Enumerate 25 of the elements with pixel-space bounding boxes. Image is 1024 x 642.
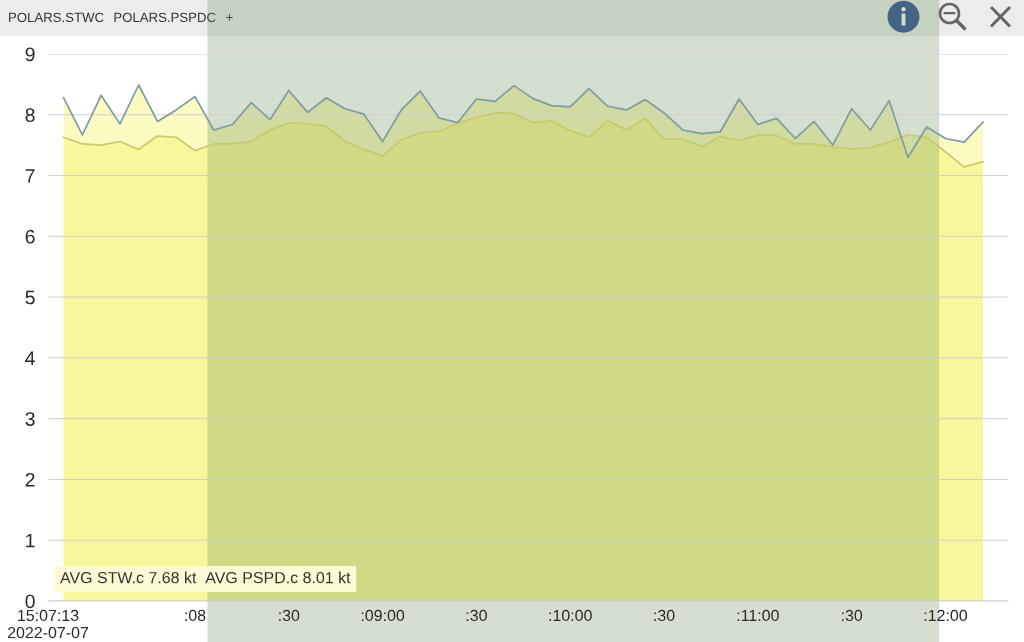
y-tick-label: 3 xyxy=(25,412,35,426)
text: POLARS.STWC xyxy=(9,12,104,23)
annotation: AVG PSPD.c 8.01 kt xyxy=(205,571,351,584)
x-tick-label: :10:00 xyxy=(549,609,592,622)
y-tick-label: 1 xyxy=(26,533,35,548)
x-tick-label: :30 xyxy=(279,609,300,622)
y-tick-label: 0 xyxy=(25,594,35,609)
text: POLARS.PSPDC xyxy=(114,12,216,23)
text: + xyxy=(226,14,233,21)
y-tick-label: 2 xyxy=(25,472,35,487)
x-tick-label: :30 xyxy=(466,609,487,622)
x-tick-label: 15:07:13 2022-07-07 xyxy=(7,609,89,639)
annotation: AVG STW.c 7.68 kt xyxy=(60,571,197,584)
y-tick-label: 6 xyxy=(25,229,35,244)
y-tick-label: 9 xyxy=(25,47,35,62)
y-tick-label: 7 xyxy=(25,169,35,183)
x-tick-label: :08 xyxy=(185,609,206,622)
x-tick-label: :11:00 xyxy=(737,609,779,622)
x-tick-label: :30 xyxy=(654,609,675,622)
x-tick-label: :30 xyxy=(842,609,863,622)
x-tick-label: :09:00 xyxy=(361,609,405,622)
x-tick-label: :12:00 xyxy=(924,609,968,622)
y-tick-label: 4 xyxy=(25,351,35,365)
y-tick-label: 5 xyxy=(25,290,35,305)
y-tick-label: 8 xyxy=(25,108,35,123)
